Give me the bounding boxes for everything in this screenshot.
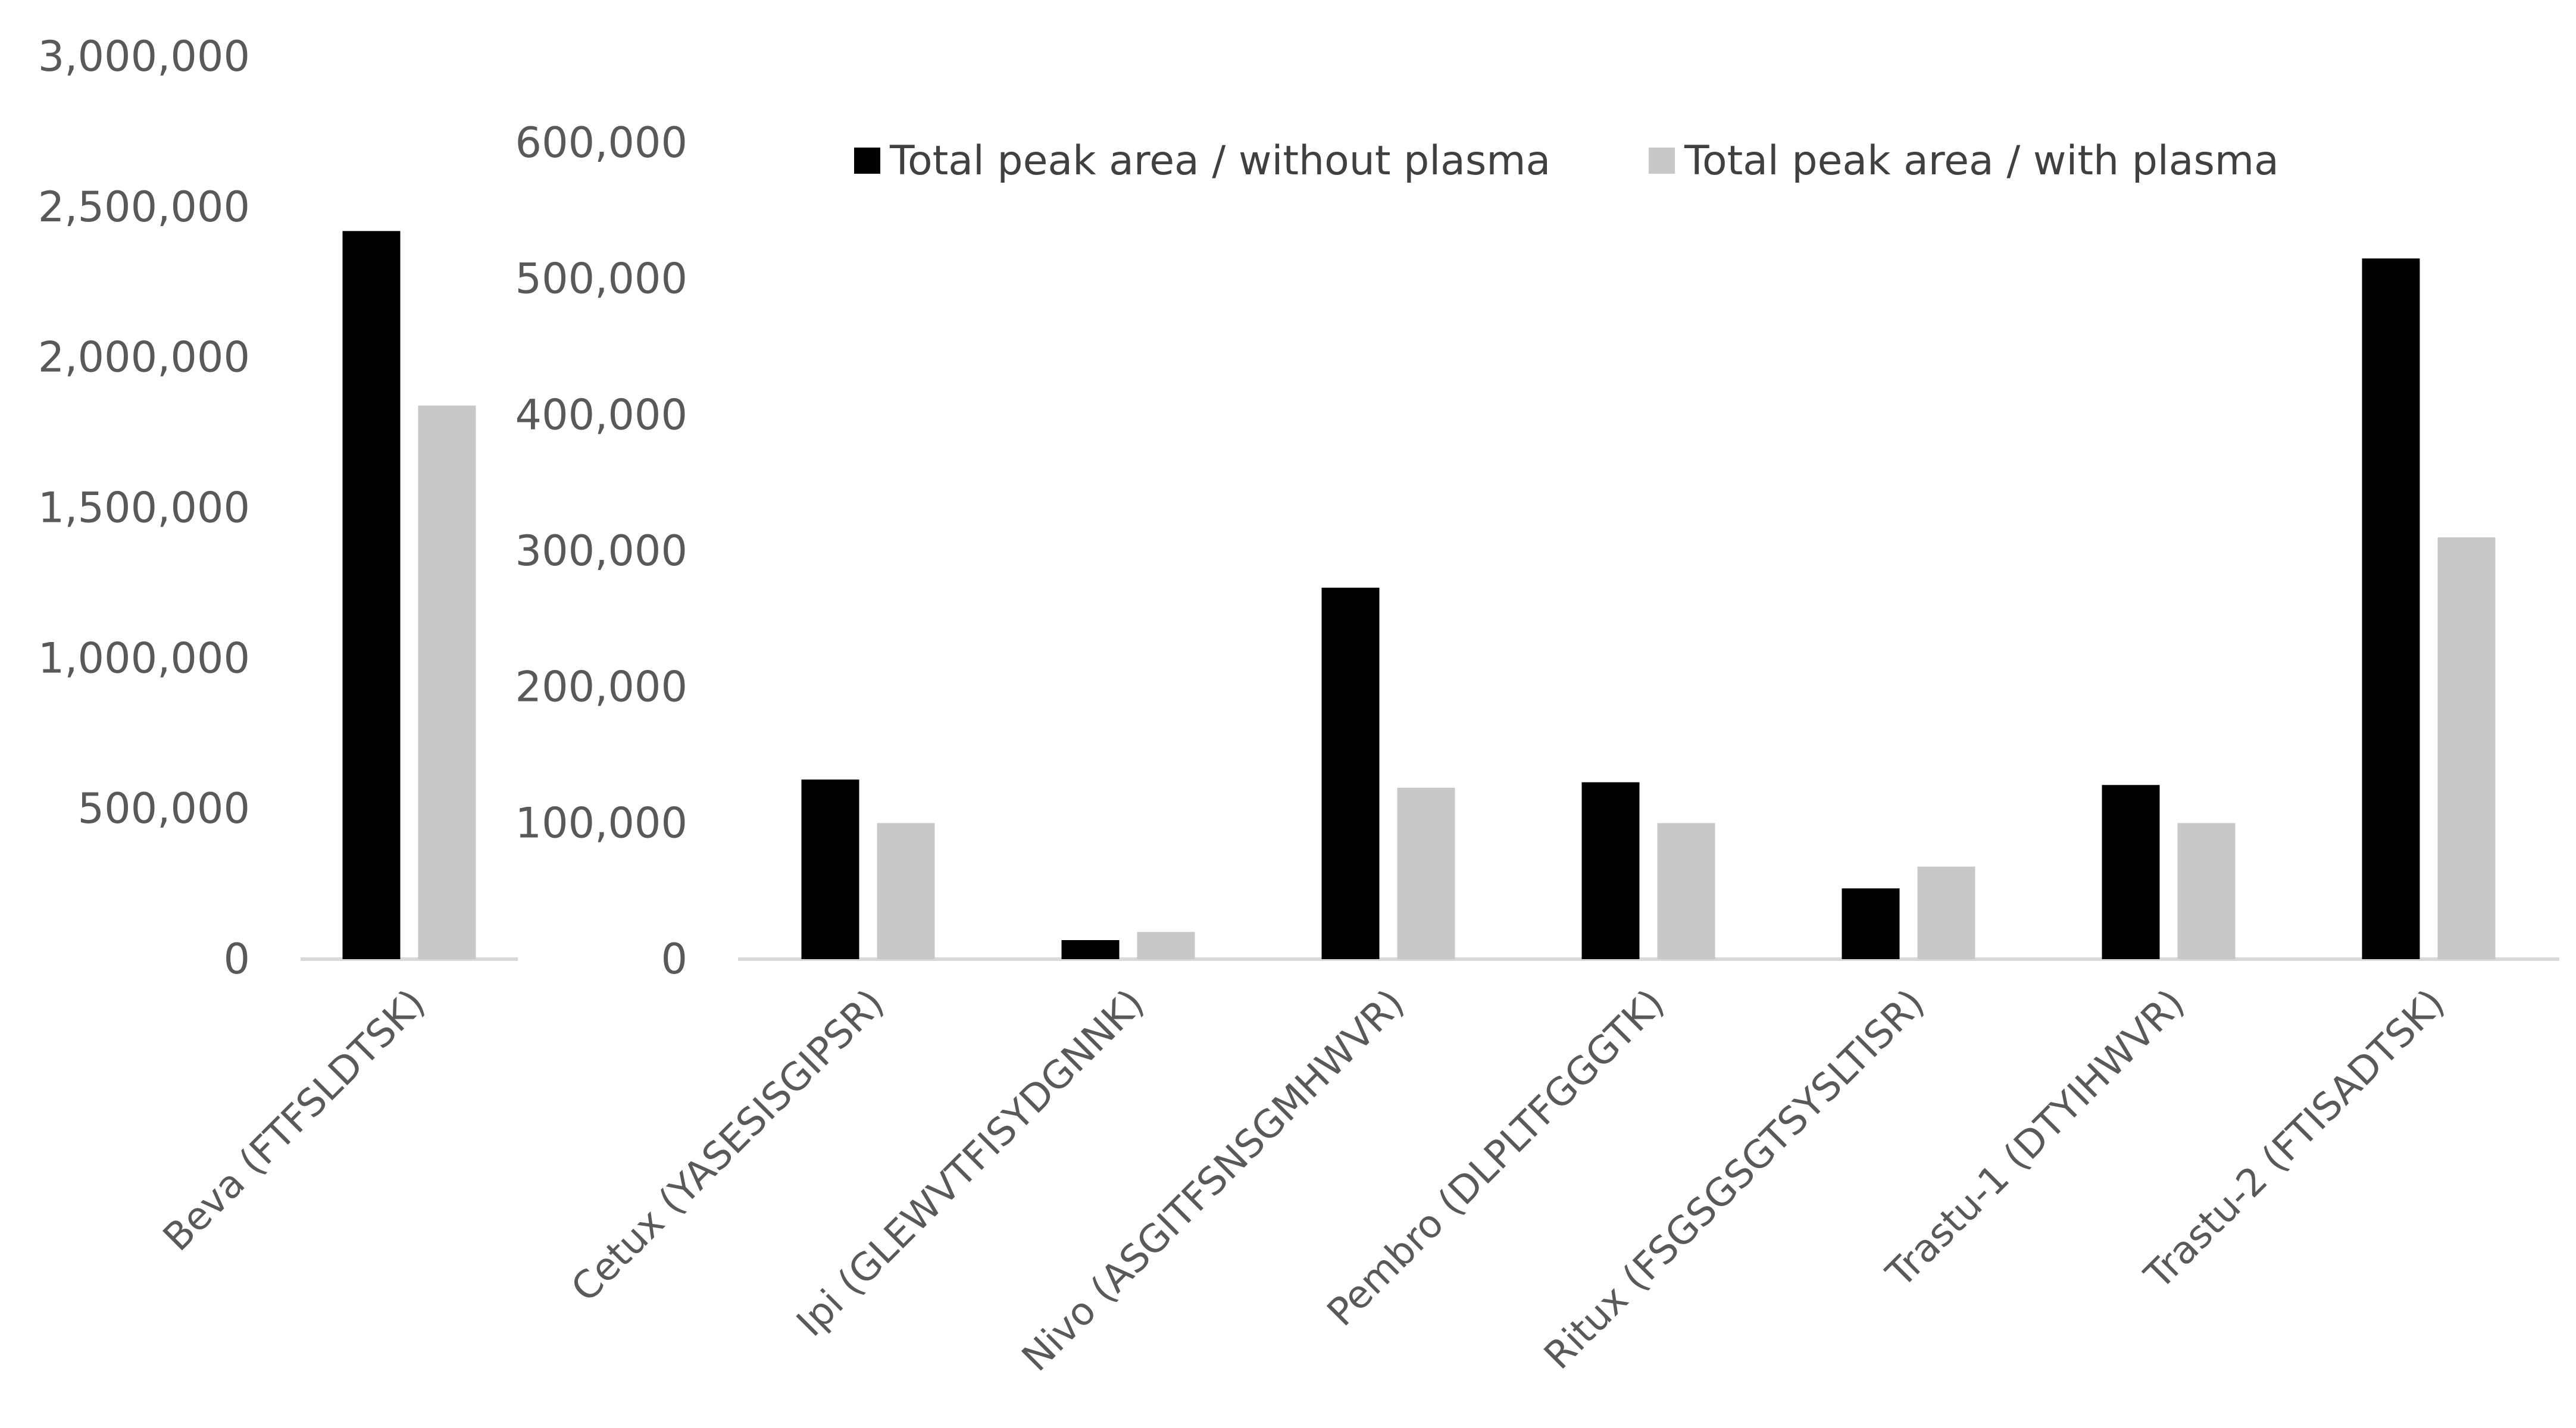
y-tick-label: 2,500,000	[38, 183, 250, 231]
x-tick-label: Beva (FTFSLDTSK)	[155, 981, 433, 1260]
legend-swatch-without-plasma	[854, 148, 880, 174]
x-tick-label: Trastu-1 (DTYIHWVR)	[1878, 981, 2193, 1297]
bar-with-plasma	[1917, 866, 1975, 959]
bar-with-plasma	[1137, 932, 1195, 959]
y-tick-label: 1,500,000	[38, 484, 250, 533]
x-tick-label: Trastu-2 (FTISADTSK)	[2136, 981, 2453, 1298]
bar-with-plasma	[1397, 787, 1455, 959]
y-tick-label: 2,000,000	[38, 333, 250, 382]
bar-with-plasma	[877, 823, 935, 959]
y-tick-label: 3,000,000	[38, 32, 250, 81]
legend-swatch-with-plasma	[1649, 148, 1675, 174]
bar-without-plasma	[801, 779, 859, 959]
bar-without-plasma	[1061, 940, 1120, 959]
left-panel: 0 500,000 1,000,000 1,500,000 2,000,000 2,500…	[38, 32, 518, 1260]
bar-without-plasma	[2102, 785, 2160, 959]
bar-without-plasma	[2362, 258, 2420, 959]
bar-without-plasma	[1321, 587, 1380, 959]
bar-with-plasma	[418, 405, 476, 959]
bar-with-plasma	[1657, 823, 1715, 959]
y-tick-label: 200,000	[515, 663, 687, 712]
bar-without-plasma	[1581, 782, 1640, 959]
y-tick-label: 100,000	[515, 798, 687, 847]
y-tick-label: 1,000,000	[38, 634, 250, 682]
y-tick-label: 500,000	[78, 784, 250, 833]
y-tick-label: 0	[661, 935, 687, 984]
bar-without-plasma	[1842, 888, 1900, 959]
y-tick-label: 300,000	[515, 527, 687, 575]
y-tick-label: 400,000	[515, 390, 687, 439]
legend-label-with-plasma: Total peak area / with plasma	[1684, 137, 2279, 184]
bar-with-plasma	[2437, 537, 2496, 959]
legend: Total peak area / without plasma Total p…	[854, 137, 2279, 184]
bar-with-plasma	[2177, 823, 2236, 959]
legend-label-without-plasma: Total peak area / without plasma	[889, 137, 1550, 184]
y-tick-label: 500,000	[515, 255, 687, 303]
bar-without-plasma	[342, 231, 401, 960]
y-tick-label: 600,000	[515, 118, 687, 167]
y-tick-label: 0	[223, 935, 250, 984]
right-panel: 0 100,000 200,000 300,000 400,000 500,000 600,…	[515, 118, 2559, 1380]
